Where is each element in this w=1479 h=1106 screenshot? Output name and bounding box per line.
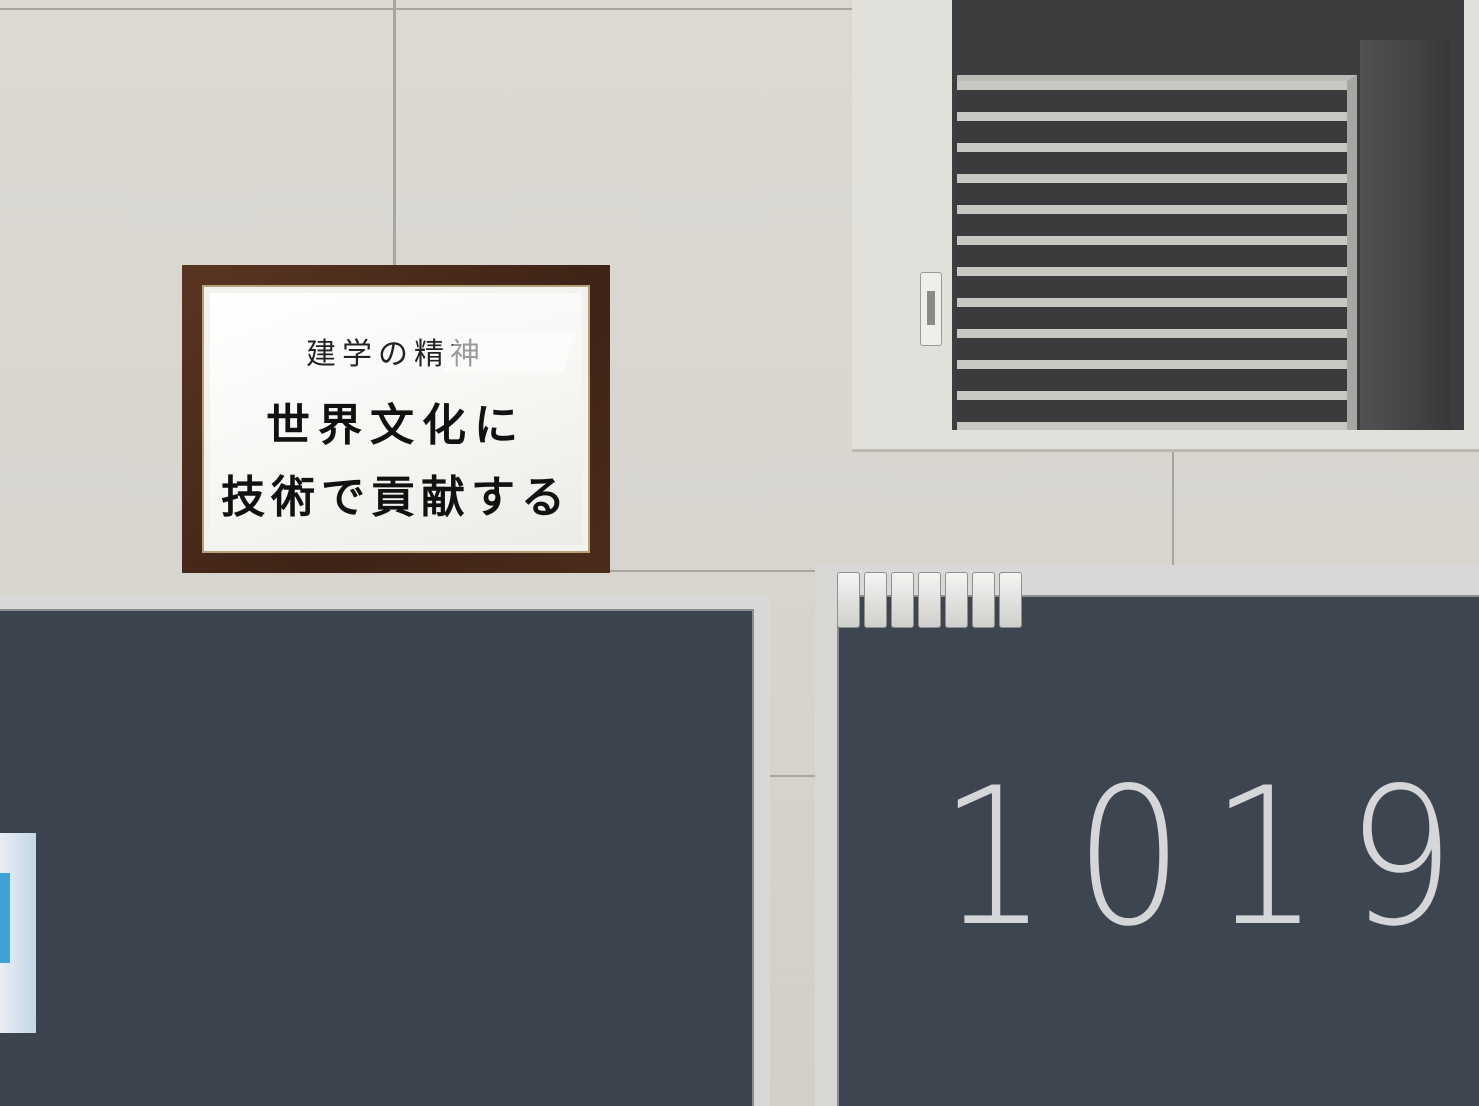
chalk-writing: 1019. (939, 747, 1479, 968)
plaque-mat: 建学の精神 世界文化に 技術で貢献する (202, 285, 590, 553)
magnet-clip (945, 572, 968, 628)
chalkboard-left (0, 595, 770, 1106)
posted-paper (0, 833, 36, 1033)
plaque-motto-line1: 世界文化に (210, 389, 582, 453)
wall-seam (770, 775, 815, 777)
magnet-clip (837, 572, 860, 628)
wall-seam (610, 570, 815, 572)
wall-seam (393, 0, 396, 265)
chalkboard-right-surface: 1019. (837, 595, 1479, 1106)
plaque-motto-line2: 技術で貢献する (210, 461, 582, 525)
magnet-strip (837, 572, 1022, 630)
vent-louver (957, 75, 1357, 430)
plaque-paper: 建学の精神 世界文化に 技術で貢献する (210, 293, 582, 545)
framed-plaque: 建学の精神 世界文化に 技術で貢献する (182, 265, 610, 573)
wall-seam (0, 8, 852, 10)
glass-glare (443, 333, 578, 373)
vent-inner-wall (1360, 40, 1450, 430)
latch-icon (920, 272, 942, 346)
magnet-clip (864, 572, 887, 628)
chalkboard-left-surface (0, 609, 754, 1106)
magnet-clip (999, 572, 1022, 628)
magnet-clip (891, 572, 914, 628)
chalkboard-right: 1019. (815, 565, 1479, 1106)
wall-seam (1172, 452, 1174, 568)
magnet-clip (918, 572, 941, 628)
magnet-clip (972, 572, 995, 628)
